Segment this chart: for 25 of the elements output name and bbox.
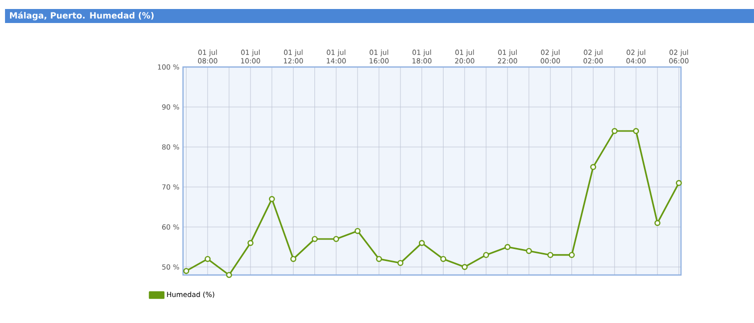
point — [204, 256, 211, 262]
point — [268, 196, 275, 202]
point — [247, 240, 254, 246]
point — [397, 260, 404, 266]
text: Málaga, Puerto. Humedad (%) — [10, 12, 154, 20]
point — [333, 236, 340, 242]
point — [612, 128, 618, 134]
point — [568, 252, 575, 258]
point — [418, 240, 425, 246]
point — [590, 164, 596, 170]
point — [483, 252, 490, 258]
point — [633, 128, 640, 134]
point — [312, 236, 318, 242]
point — [504, 244, 511, 250]
point — [226, 272, 232, 278]
point — [462, 264, 468, 270]
point — [290, 256, 296, 262]
point — [676, 180, 682, 186]
point — [547, 252, 554, 258]
point — [354, 228, 361, 234]
point — [440, 256, 446, 262]
point — [183, 268, 190, 274]
point — [654, 220, 660, 226]
point — [526, 248, 532, 254]
point — [376, 256, 382, 262]
